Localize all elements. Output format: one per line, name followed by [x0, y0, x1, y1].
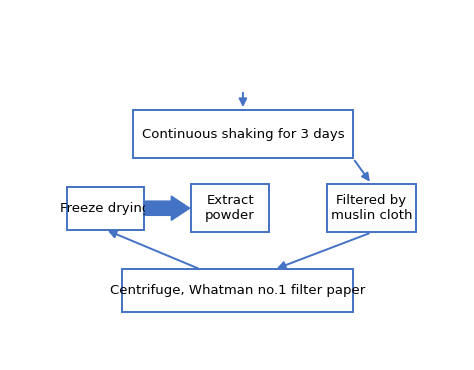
- Text: Centrifuge, Whatman no.1 filter paper: Centrifuge, Whatman no.1 filter paper: [110, 284, 365, 297]
- Text: Freeze drying: Freeze drying: [60, 202, 150, 215]
- Text: Extract
powder: Extract powder: [205, 194, 255, 222]
- FancyBboxPatch shape: [328, 184, 416, 232]
- FancyBboxPatch shape: [66, 187, 144, 229]
- Text: Filtered by
muslin cloth: Filtered by muslin cloth: [331, 194, 412, 222]
- Text: Continuous shaking for 3 days: Continuous shaking for 3 days: [142, 128, 344, 141]
- Polygon shape: [146, 196, 190, 220]
- FancyBboxPatch shape: [191, 184, 269, 232]
- FancyBboxPatch shape: [133, 110, 353, 158]
- FancyBboxPatch shape: [122, 269, 353, 312]
